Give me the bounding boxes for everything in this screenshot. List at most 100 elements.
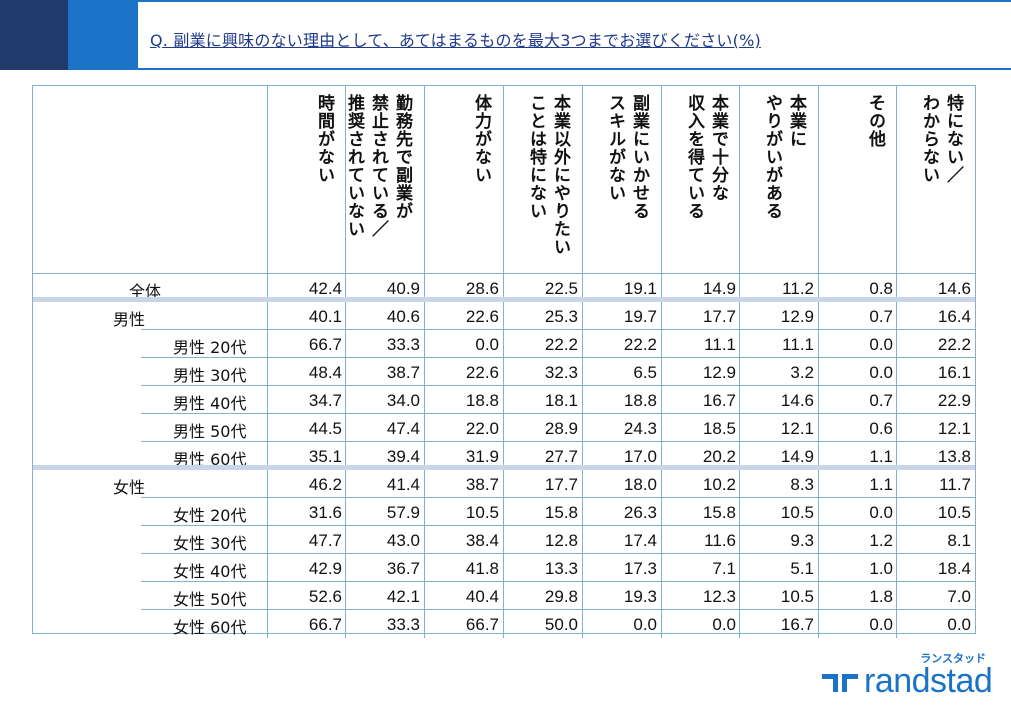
cell-value: 10.2 — [702, 475, 736, 494]
brand-kana: ランスタッド — [920, 652, 986, 665]
table-cell: 10.5 — [739, 498, 818, 526]
table-row: 男性 30代 48.4 38.7 22.6 32.3 6.5 12.9 3.2 0.0 16.1 — [33, 358, 975, 386]
cell-value: 18.8 — [623, 391, 657, 410]
row-divider — [141, 413, 975, 414]
table-cell: 25.3 — [503, 302, 582, 330]
cell-value: 19.3 — [623, 587, 657, 606]
cell-value: 12.3 — [702, 587, 736, 606]
table-cell: 27.7 — [503, 442, 582, 470]
cell-value: 14.9 — [780, 447, 814, 466]
row-label: 女性 60代 — [173, 618, 247, 637]
table-row: 女性 40代 42.9 36.7 41.8 13.3 17.3 7.1 5.1 1.0 18.4 — [33, 554, 975, 582]
cell-value: 26.3 — [623, 503, 657, 522]
table-cell: 39.4 — [345, 442, 424, 470]
table-cell: 41.4 — [345, 470, 424, 498]
table-cell: 0.0 — [896, 610, 975, 638]
table-cell: 40.6 — [345, 302, 424, 330]
cell-value: 16.1 — [937, 363, 971, 382]
cell-value: 18.4 — [937, 559, 971, 578]
table-cell: 16.4 — [896, 302, 975, 330]
table-row: 男性 20代 66.7 33.3 0.0 22.2 22.2 11.1 11.1 0.0 22.2 — [33, 330, 975, 358]
cell-value: 12.8 — [544, 531, 578, 550]
table-cell: 22.2 — [582, 330, 661, 358]
table-row: 女性 46.2 41.4 38.7 17.7 18.0 10.2 8.3 1.1 11.7 — [33, 470, 975, 498]
table-cell: 42.4 — [267, 274, 346, 302]
cell-value: 39.4 — [386, 447, 420, 466]
table-cell: 33.3 — [345, 610, 424, 638]
cell-value: 0.0 — [869, 363, 893, 382]
cell-value: 18.1 — [544, 391, 578, 410]
cell-value: 18.8 — [465, 391, 499, 410]
cell-value: 17.4 — [623, 531, 657, 550]
cell-value: 17.7 — [702, 307, 736, 326]
table-row: 男性 40.1 40.6 22.6 25.3 19.7 17.7 12.9 0.7 16.4 — [33, 302, 975, 330]
table-cell: 38.4 — [424, 526, 503, 554]
header-accent-blue — [68, 0, 138, 70]
cell-value: 42.4 — [308, 279, 342, 298]
table-cell: 22.6 — [424, 358, 503, 386]
cell-value: 42.1 — [386, 587, 420, 606]
table-cell: 29.8 — [503, 582, 582, 610]
table-cell: 50.0 — [503, 610, 582, 638]
table-cell: 16.1 — [896, 358, 975, 386]
table-cell: 19.3 — [582, 582, 661, 610]
cell-value: 50.0 — [544, 615, 578, 634]
column-header: 勤務先で副業が 禁止されている／ 推奨されていない — [344, 86, 424, 274]
cell-value: 14.9 — [702, 279, 736, 298]
table-row: 男性 50代 44.5 47.4 22.0 28.9 24.3 18.5 12.1 0.6 12.… — [33, 414, 975, 442]
cell-value: 40.9 — [386, 279, 420, 298]
cell-value: 0.8 — [869, 279, 893, 298]
cell-value: 22.2 — [937, 335, 971, 354]
table-row: 全体 42.4 40.9 28.6 22.5 19.1 14.9 11.2 0.8 14.6 — [33, 274, 975, 302]
table-cell: 22.5 — [503, 274, 582, 302]
cell-value: 0.7 — [869, 307, 893, 326]
table-cell: 52.6 — [267, 582, 346, 610]
randstad-logo-icon — [822, 674, 858, 692]
table-cell: 12.9 — [661, 358, 740, 386]
table-cell: 0.7 — [818, 302, 897, 330]
cell-value: 1.1 — [869, 475, 893, 494]
brand-wordmark: randstad — [864, 662, 993, 700]
question-title: Q. 副業に興味のない理由として、あてはまるものを最大3つまでお選びください(%… — [150, 31, 761, 50]
cell-value: 1.8 — [869, 587, 893, 606]
table-cell: 13.3 — [503, 554, 582, 582]
table-cell: 66.7 — [424, 610, 503, 638]
table-header-row: 時間がない 勤務先で副業が 禁止されている／ 推奨されていない 体力がない 本業以外に… — [33, 86, 975, 274]
column-header: 本業以外にやりたい ことは特にない — [503, 86, 582, 274]
cell-value: 40.1 — [308, 307, 342, 326]
row-divider — [141, 385, 975, 386]
table-cell: 32.3 — [503, 358, 582, 386]
table-cell: 11.1 — [739, 330, 818, 358]
column-header-label: その他 — [865, 94, 885, 148]
cell-value: 0.0 — [712, 615, 736, 634]
cell-value: 22.2 — [544, 335, 578, 354]
row-divider — [33, 297, 975, 302]
table-cell: 10.5 — [424, 498, 503, 526]
cell-value: 31.9 — [465, 447, 499, 466]
cell-value: 42.9 — [308, 559, 342, 578]
table-cell: 15.8 — [503, 498, 582, 526]
cell-value: 0.0 — [947, 615, 971, 634]
row-label: 男性 40代 — [173, 394, 247, 413]
cell-value: 0.0 — [869, 335, 893, 354]
row-label: 男性 20代 — [173, 338, 247, 357]
cell-value: 11.7 — [939, 475, 971, 494]
table-cell: 38.7 — [345, 358, 424, 386]
table-cell: 1.1 — [818, 442, 897, 470]
column-header-label: 本業以外にやりたい ことは特にない — [526, 94, 570, 256]
table-cell: 0.6 — [818, 414, 897, 442]
row-label: 女性 20代 — [173, 506, 247, 525]
table-cell: 28.9 — [503, 414, 582, 442]
table-cell: 12.8 — [503, 526, 582, 554]
cell-value: 38.7 — [465, 475, 499, 494]
table-cell: 17.4 — [582, 526, 661, 554]
cell-value: 17.0 — [623, 447, 657, 466]
table-cell: 0.8 — [818, 274, 897, 302]
cell-value: 12.1 — [937, 419, 971, 438]
table-cell: 66.7 — [267, 610, 346, 638]
cell-value: 41.8 — [465, 559, 499, 578]
table-cell: 19.1 — [582, 274, 661, 302]
cell-value: 0.0 — [869, 615, 893, 634]
cell-value: 0.6 — [869, 419, 893, 438]
cell-value: 33.3 — [386, 335, 420, 354]
